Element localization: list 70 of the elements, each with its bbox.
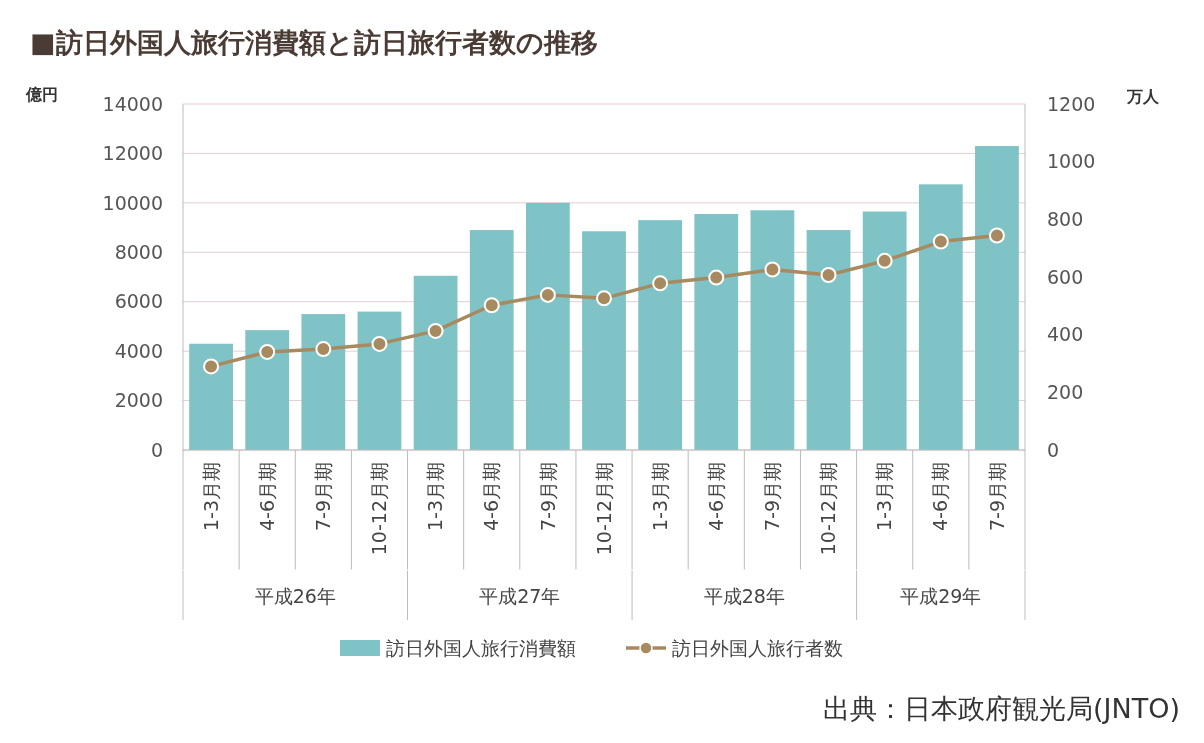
point [988, 227, 1005, 244]
bar [862, 211, 907, 450]
point [708, 269, 725, 286]
legend-label: 訪日外国人旅行者数 [672, 636, 843, 659]
bar [694, 213, 739, 450]
x-tick-label: 1-3月期 [424, 462, 447, 532]
x-tick-label: 1-3月期 [873, 462, 896, 532]
bar [638, 220, 683, 450]
x-tick-label: 4-6月期 [255, 462, 278, 532]
x-tick-label: 4-6月期 [929, 462, 952, 532]
text: 平成28年 [703, 585, 785, 607]
point [539, 286, 556, 303]
y2-tick-label: 800 [1047, 207, 1084, 230]
y2-tick-label: 400 [1047, 323, 1084, 346]
y2-axis-title: 万人 [1126, 87, 1160, 106]
y2-tick-label: 600 [1047, 265, 1084, 288]
point [652, 275, 669, 292]
y-tick-label: 0 [150, 438, 163, 461]
point [315, 341, 332, 358]
x-tick-label: 7-9月期 [311, 462, 334, 532]
y-tick-label: 4000 [114, 339, 163, 362]
point [876, 252, 893, 269]
point [820, 266, 837, 283]
point [371, 335, 388, 352]
bar [301, 314, 346, 450]
point [596, 290, 612, 307]
bar [750, 210, 795, 450]
bar [357, 311, 402, 450]
y2-tick-label: 0 [1047, 438, 1060, 461]
x-tick-label: 4-6月期 [704, 462, 727, 532]
bar [975, 146, 1019, 450]
y-tick-label: 14000 [102, 92, 163, 115]
bar [245, 330, 290, 450]
point [203, 358, 220, 375]
x-tick-label: 7-9月期 [761, 462, 784, 532]
chart-title: ■訪日外国人旅行消費額と訪日旅行者数の推移 [30, 27, 598, 58]
x-tick-label: 7-9月期 [536, 462, 559, 532]
text: 平成27年 [479, 585, 561, 607]
x-tick-label: 10-12月期 [592, 462, 615, 556]
bar [469, 230, 514, 450]
bar [413, 275, 458, 450]
x-tick-label: 7-9月期 [985, 462, 1008, 532]
point [483, 297, 500, 314]
x-tick-label: 4-6月期 [480, 462, 503, 532]
bar [806, 230, 851, 450]
y2-tick-label: 1200 [1047, 92, 1096, 115]
y-tick-label: 6000 [114, 290, 163, 313]
x-tick-label: 1-3月期 [199, 462, 222, 532]
y-axis-title: 億円 [25, 85, 58, 104]
y-tick-label: 2000 [114, 389, 163, 412]
x-tick-label: 10-12月期 [368, 462, 391, 556]
text: 平成26年 [254, 585, 336, 607]
y-tick-label: 10000 [102, 191, 163, 214]
bar [918, 184, 963, 450]
bar [582, 231, 626, 450]
point [427, 322, 444, 339]
point [764, 261, 781, 278]
y2-tick-label: 1000 [1047, 150, 1096, 173]
bar [525, 202, 570, 450]
legend-label: 訪日外国人旅行消費額 [386, 636, 576, 659]
y-tick-label: 8000 [114, 240, 163, 263]
point [932, 233, 949, 250]
x-tick-label: 1-3月期 [648, 462, 671, 532]
bar [189, 343, 233, 450]
x-tick-label: 10-12月期 [817, 462, 840, 556]
y-tick-label: 12000 [102, 142, 163, 165]
point [259, 343, 276, 360]
source-note: 出典：日本政府観光局(JNTO) [823, 693, 1180, 724]
y2-tick-label: 200 [1047, 380, 1084, 403]
text: 平成29年 [900, 585, 982, 607]
